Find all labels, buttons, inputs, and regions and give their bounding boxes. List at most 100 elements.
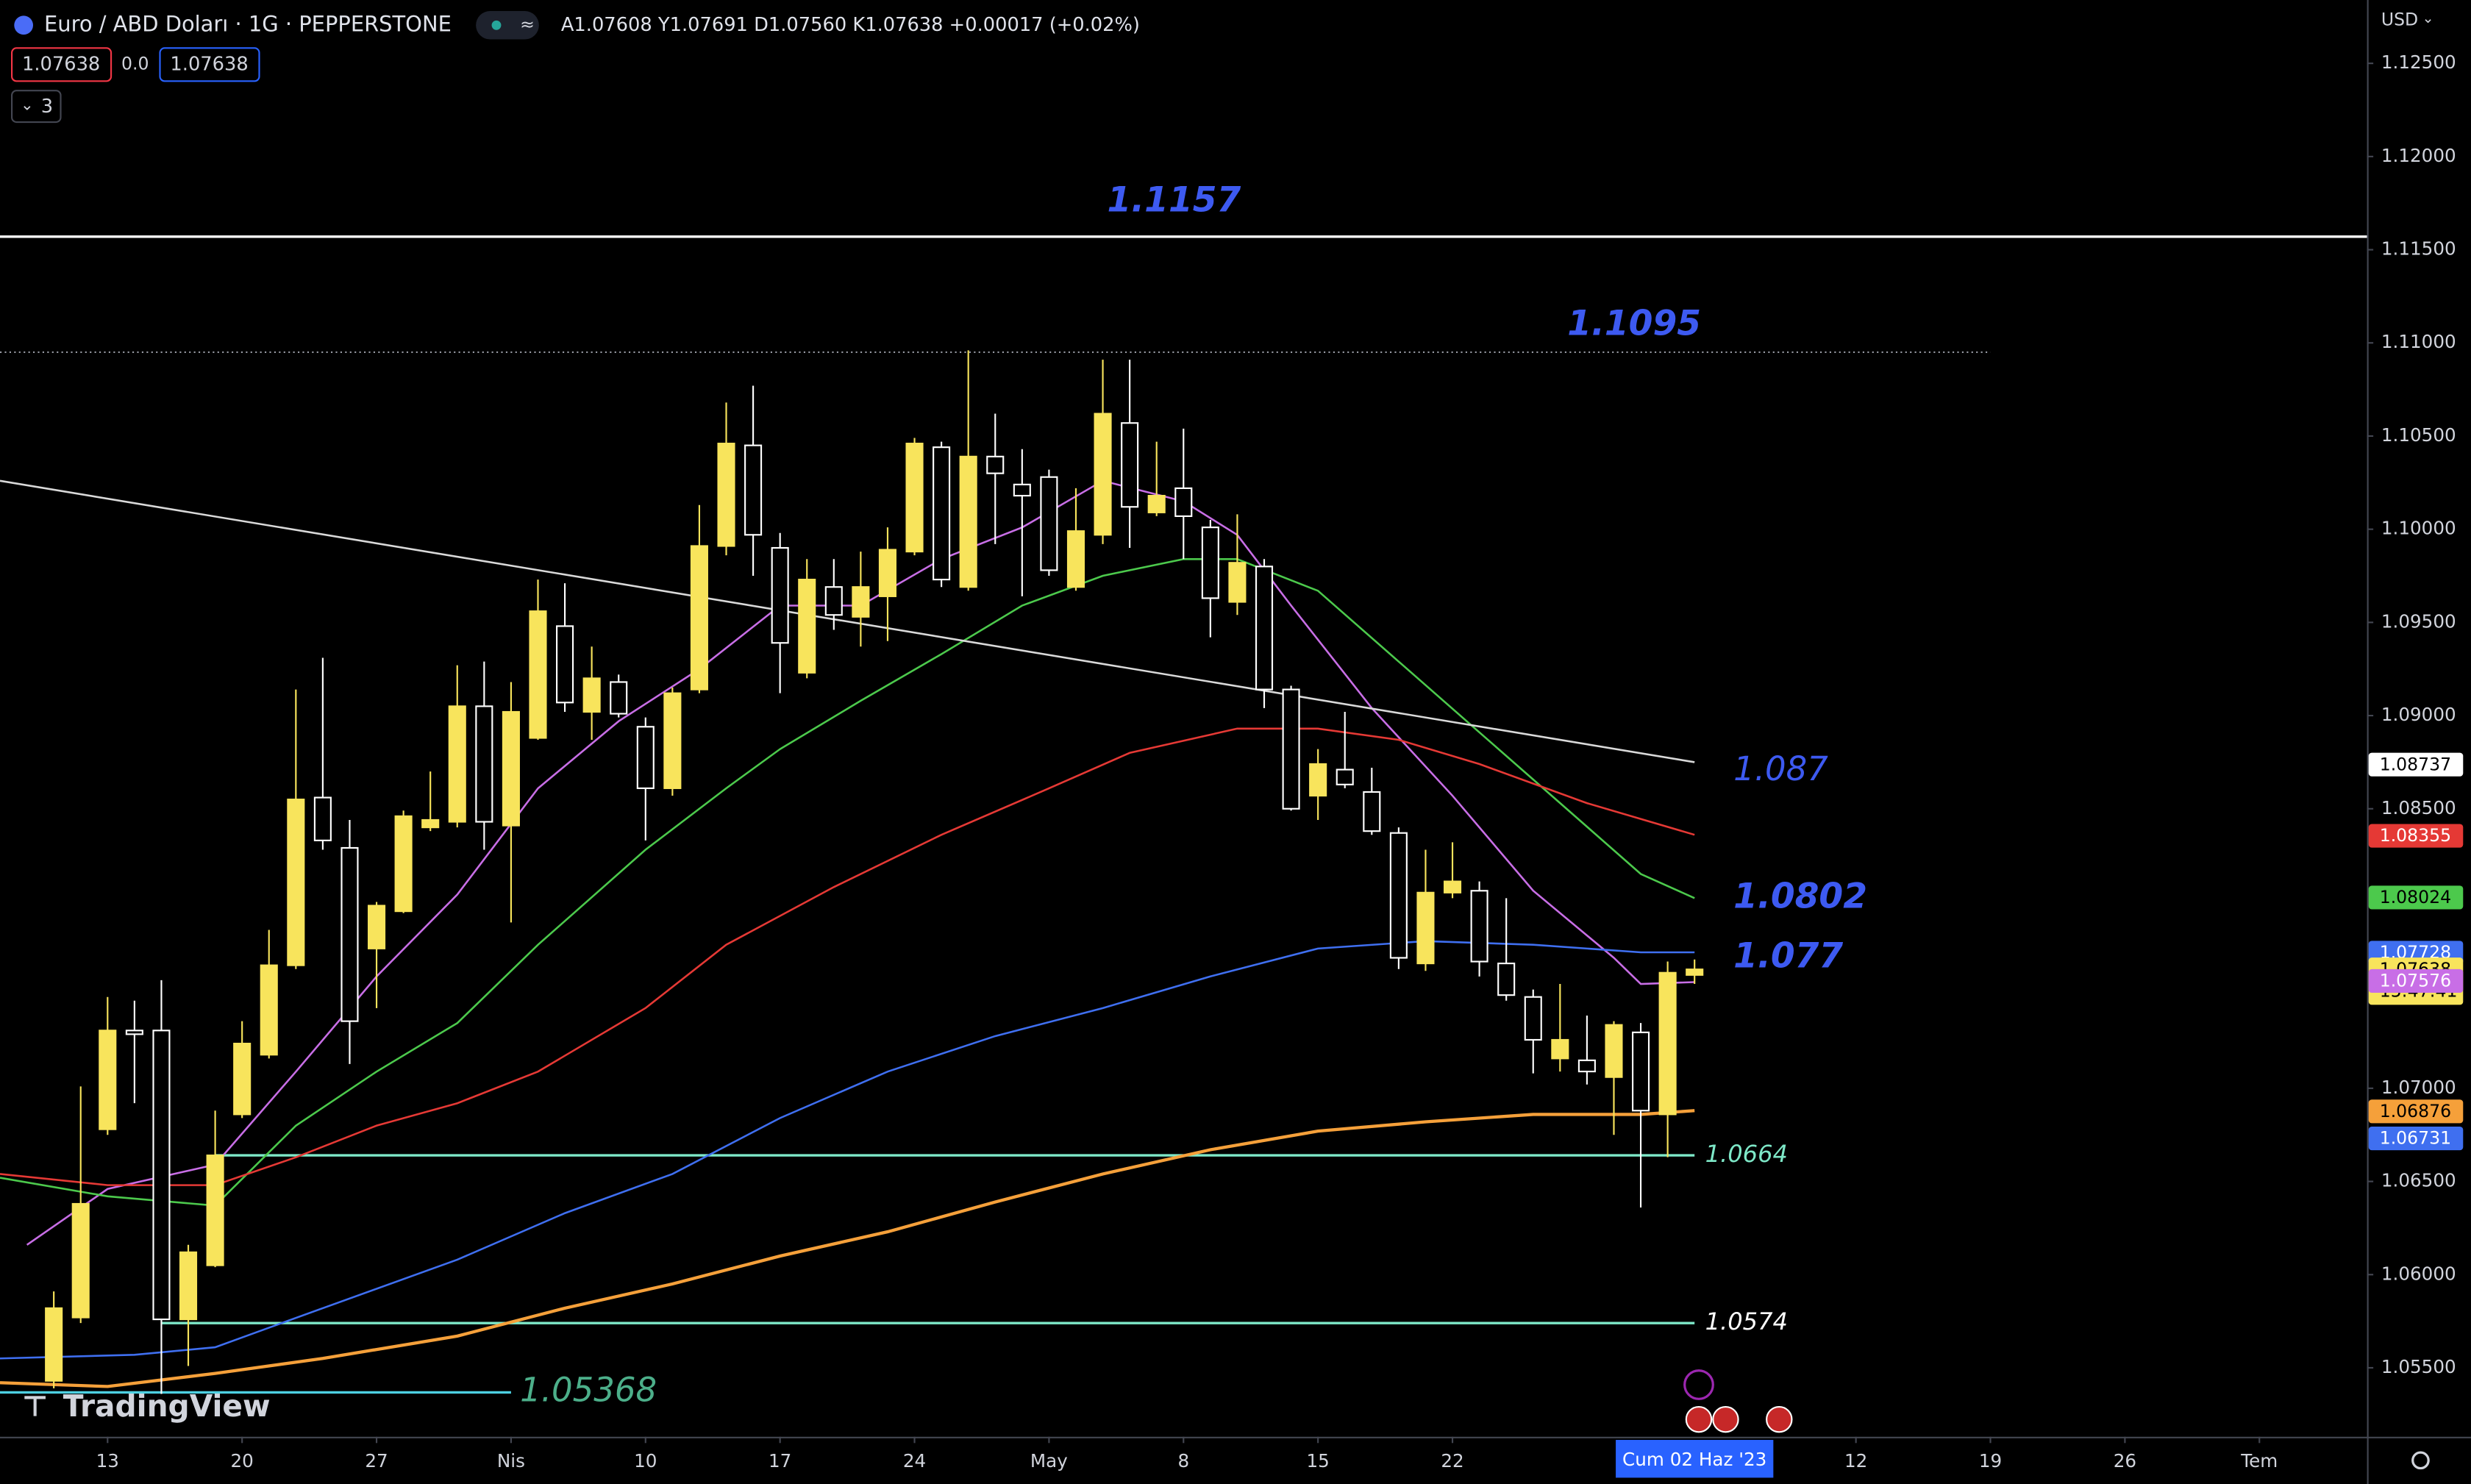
x-tick-label: Tem <box>2240 1450 2278 1471</box>
overlay-line <box>0 557 1695 1207</box>
candle-body <box>1309 763 1327 797</box>
x-tick-label: Nis <box>497 1450 525 1471</box>
candle-body <box>1551 1038 1569 1060</box>
price-tag <box>2368 1099 2464 1124</box>
candle-body <box>502 710 520 827</box>
candle-body <box>905 443 924 553</box>
logo-mark: ⊤ <box>22 1391 48 1424</box>
sell-button[interactable] <box>11 47 113 82</box>
price-tag <box>2368 885 2464 910</box>
chevron: ⌄ <box>21 96 34 115</box>
flag-icon[interactable] <box>1712 1405 1739 1433</box>
candle-body <box>1174 487 1193 517</box>
candle-body <box>1121 422 1139 508</box>
candle-body <box>206 1155 224 1266</box>
candle-body <box>798 579 816 674</box>
candle-body <box>368 905 386 949</box>
candle-body <box>1094 413 1112 536</box>
buy-button[interactable] <box>159 47 260 82</box>
flag-icon[interactable] <box>1685 1405 1713 1433</box>
candle-body <box>986 455 1005 474</box>
status-badge[interactable] <box>476 10 539 40</box>
y-tick-label: 1.10000 <box>2381 518 2456 539</box>
level-label: 1.05368 <box>520 1370 657 1409</box>
status-icon: ≈ <box>520 14 535 35</box>
level-label: 1.087 <box>1733 749 1828 788</box>
candle-body <box>1658 971 1677 1116</box>
x-tick-label: 10 <box>634 1450 657 1471</box>
candle-body <box>878 549 897 597</box>
candle-body <box>260 964 278 1056</box>
candle-body <box>959 455 977 588</box>
candle-body <box>1686 968 1704 976</box>
indicator-toggle[interactable] <box>11 90 62 124</box>
y-tick-label: 1.10500 <box>2381 424 2456 446</box>
level-label: 1.077 <box>1733 935 1843 976</box>
axes: 1.12500 1.12000 1.11500 1.11000 1.10500 1.100… <box>96 51 2464 1478</box>
candle-body <box>1013 483 1031 497</box>
candle-body <box>448 705 466 823</box>
y-tick-label: 1.11500 <box>2381 238 2456 260</box>
candle-body <box>1228 562 1247 603</box>
currency-chevron: ⌄ <box>2422 10 2434 26</box>
candle-body <box>556 625 574 704</box>
symbol-title[interactable]: Euro / ABD Doları · 1G · PEPPERSTONE <box>44 11 452 36</box>
candle-body <box>1605 1024 1623 1078</box>
price-tag-label: 1.08024 <box>2380 887 2451 907</box>
candle-body <box>1336 768 1354 785</box>
y-tick-label: 1.06500 <box>2381 1170 2456 1191</box>
candle-body <box>852 586 870 618</box>
x-tick-label: 13 <box>96 1450 119 1471</box>
level-label: 1.0574 <box>1705 1308 1788 1335</box>
x-tick-label: 27 <box>365 1450 388 1471</box>
candle-body <box>1282 688 1300 810</box>
overlay-line <box>0 479 1695 763</box>
x-tick-label: 22 <box>1441 1450 1463 1471</box>
spread: 0.0 <box>121 53 149 74</box>
candle-body <box>287 799 305 966</box>
level-label: 1.1095 <box>1567 304 1701 344</box>
candle-body <box>933 446 951 581</box>
plot-area: 1.1157 1.1095 1.087 1.0802 1.077 1.0664 1.0574… <box>0 180 2367 1409</box>
candle-body <box>529 610 547 739</box>
candle-body <box>71 1202 90 1319</box>
candle-body <box>771 546 789 644</box>
x-tick-label: 24 <box>903 1450 926 1471</box>
candle-body <box>1255 566 1274 691</box>
currency-select[interactable]: USD <box>2381 9 2418 29</box>
y-tick-label: 1.12000 <box>2381 145 2456 166</box>
x-tick-label: May <box>1030 1450 1068 1471</box>
header: Euro / ABD Doları · 1G · PEPPERSTONE ≈ A… <box>11 9 2434 1470</box>
level-label: 1.0664 <box>1705 1140 1788 1168</box>
x-tick-label: 19 <box>1979 1450 2002 1471</box>
flag-icon[interactable] <box>1766 1405 1793 1433</box>
indicator-count: 3 <box>41 96 53 118</box>
candle-body <box>340 846 359 1022</box>
candle-body <box>636 726 655 789</box>
candle-body <box>1577 1059 1596 1073</box>
price-tag-label: 1.06876 <box>2380 1101 2451 1121</box>
candle-body <box>1416 891 1435 965</box>
ohlc-values: A1.07608 Y1.07691 D1.07560 K1.07638 +0.0… <box>561 14 1140 36</box>
candle-body <box>1389 832 1408 959</box>
candle-body <box>690 545 708 691</box>
candle-body <box>125 1030 143 1035</box>
candle-body <box>152 1030 171 1321</box>
candle-body <box>1632 1031 1650 1112</box>
candle-body <box>1524 996 1542 1041</box>
candle-body <box>1363 791 1381 832</box>
price-tag <box>2368 1126 2464 1151</box>
bid-price[interactable]: 1.07638 <box>22 53 100 75</box>
candle-body <box>1040 476 1058 571</box>
ask-price[interactable]: 1.07638 <box>170 53 248 75</box>
date-label-box <box>1616 1440 1774 1478</box>
event-icon[interactable] <box>1683 1369 1714 1400</box>
price-tag <box>2368 824 2464 848</box>
candle-body <box>582 677 601 713</box>
settings-icon[interactable] <box>2411 1451 2430 1470</box>
status-dot <box>491 20 502 30</box>
price-tag-label: 1.06731 <box>2380 1128 2451 1149</box>
candle-body <box>1147 494 1166 513</box>
candle-body <box>475 705 493 823</box>
